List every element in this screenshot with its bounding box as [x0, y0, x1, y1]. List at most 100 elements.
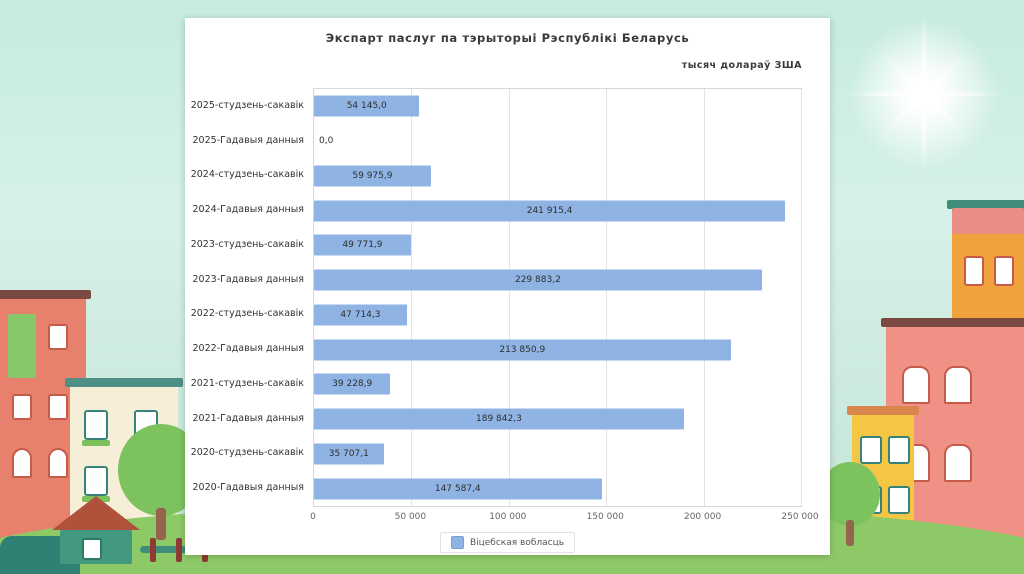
bar-row: 0,0: [314, 124, 801, 159]
bar[interactable]: [314, 339, 731, 361]
category-label: 2020-студзень-сакавік: [190, 447, 304, 459]
x-tick-label: 250 000: [781, 512, 819, 522]
bar[interactable]: [314, 200, 786, 222]
building-window: [860, 436, 882, 464]
category-label: 2020-Гадавыя данныя: [192, 482, 304, 494]
bar-row: 147 587,4: [314, 471, 801, 506]
gridline: [508, 89, 510, 506]
category-label: 2025-Гадавыя данныя: [192, 134, 304, 146]
building-roof: [65, 378, 183, 387]
gridline: [703, 89, 705, 506]
category-label: 2023-Гадавыя данныя: [192, 273, 304, 285]
legend: Віцебская вобласць: [185, 532, 830, 553]
bar-row: 35 707,1: [314, 437, 801, 472]
category-label: 2024-Гадавыя данныя: [192, 204, 304, 216]
tree-foliage: [820, 462, 880, 526]
building-window: [48, 394, 68, 420]
tree-illustration: [820, 462, 884, 554]
bar[interactable]: [314, 234, 411, 256]
bar[interactable]: [314, 165, 431, 187]
x-tick-label: 100 000: [489, 512, 527, 522]
building-window: [944, 366, 972, 404]
x-tick-label: 150 000: [586, 512, 624, 522]
bar-row: 59 975,9: [314, 159, 801, 194]
units-label: тысяч долараў ЗША: [681, 60, 802, 71]
building-window: [12, 448, 32, 478]
building-window: [12, 394, 32, 420]
value-label: 229 883,2: [514, 275, 561, 286]
bars-area: 54 145,0 0,0 59 975,9 241 915,4 49 771,9 229 …: [314, 89, 801, 506]
x-tick-label: 200 000: [683, 512, 722, 522]
building-panel: [8, 314, 36, 378]
house-roof: [52, 496, 140, 530]
tree-trunk: [846, 520, 854, 546]
building-window: [888, 436, 910, 464]
x-tick-label: 0: [310, 512, 316, 522]
value-label: 189 842,3: [476, 414, 522, 425]
category-label: 2023-студзень-сакавік: [190, 238, 304, 250]
value-label: 59 975,9: [352, 170, 393, 181]
legend-label: Віцебская вобласць: [469, 537, 565, 548]
house-illustration: [52, 496, 140, 566]
value-label: 39 228,9: [332, 379, 373, 390]
building-window: [82, 538, 102, 560]
tree-trunk: [156, 508, 166, 540]
category-label: 2021-студзень-сакавік: [190, 377, 304, 389]
building-window: [994, 256, 1014, 286]
bar[interactable]: [314, 95, 420, 117]
legend-swatch: [450, 536, 464, 549]
category-label: 2024-студзень-сакавік: [190, 169, 304, 181]
category-labels: 2025-студзень-сакавік 2025-Гадавыя данныя…: [189, 88, 311, 505]
building-window: [84, 466, 108, 496]
value-label: 213 850,9: [499, 344, 546, 355]
building-window: [902, 366, 930, 404]
category-label: 2025-студзень-сакавік: [190, 99, 304, 111]
category-label: 2022-студзень-сакавік: [190, 308, 304, 320]
building-window: [964, 256, 984, 286]
value-label: 47 714,3: [340, 309, 381, 320]
bar-row: 49 771,9: [314, 228, 801, 263]
building-window: [944, 444, 972, 482]
bar[interactable]: [314, 408, 684, 430]
building-window: [888, 486, 910, 514]
fence-post: [150, 538, 156, 562]
legend-item[interactable]: Віцебская вобласць: [439, 532, 576, 553]
gridline: [606, 89, 608, 506]
value-label: 0,0: [319, 136, 334, 147]
building-window: [48, 448, 68, 478]
value-label: 241 915,4: [526, 205, 573, 216]
gridline: [411, 89, 413, 506]
gridline: [801, 89, 802, 506]
building-panel: [952, 208, 1024, 234]
bar-row: 241 915,4: [314, 193, 801, 228]
category-label: 2022-Гадавыя данныя: [192, 343, 304, 355]
building-roof: [847, 406, 919, 415]
bar[interactable]: [314, 478, 602, 500]
value-label: 49 771,9: [342, 240, 383, 251]
bar-row: 47 714,3: [314, 298, 801, 333]
bar[interactable]: [314, 373, 391, 395]
bar[interactable]: [314, 443, 384, 465]
value-label: 54 145,0: [346, 101, 387, 112]
building-window: [48, 324, 68, 350]
fence-post: [176, 538, 182, 562]
chart-title: Экспарт паслуг па тэрыторыі Рэспублікі Б…: [325, 31, 690, 45]
bar-row: 189 842,3: [314, 402, 801, 437]
value-label: 147 587,4: [434, 483, 481, 494]
sun-icon: [838, 8, 1010, 180]
building-window: [84, 410, 108, 440]
bar-row: 39 228,9: [314, 367, 801, 402]
value-label: 35 707,1: [328, 448, 369, 459]
bar[interactable]: [314, 304, 407, 326]
category-label: 2021-Гадавыя данныя: [192, 412, 304, 424]
x-tick-label: 50 000: [394, 512, 427, 522]
flower-box: [82, 440, 110, 446]
bar-row: 213 850,9: [314, 332, 801, 367]
building-roof: [947, 200, 1024, 209]
bar-row: 229 883,2: [314, 263, 801, 298]
x-axis: 0 50 000 100 000 150 000 200 000 250 000: [310, 512, 818, 526]
building-roof: [881, 318, 1024, 327]
bar[interactable]: [314, 269, 762, 291]
chart-card: Экспарт паслуг па тэрыторыі Рэспублікі Б…: [185, 18, 830, 555]
